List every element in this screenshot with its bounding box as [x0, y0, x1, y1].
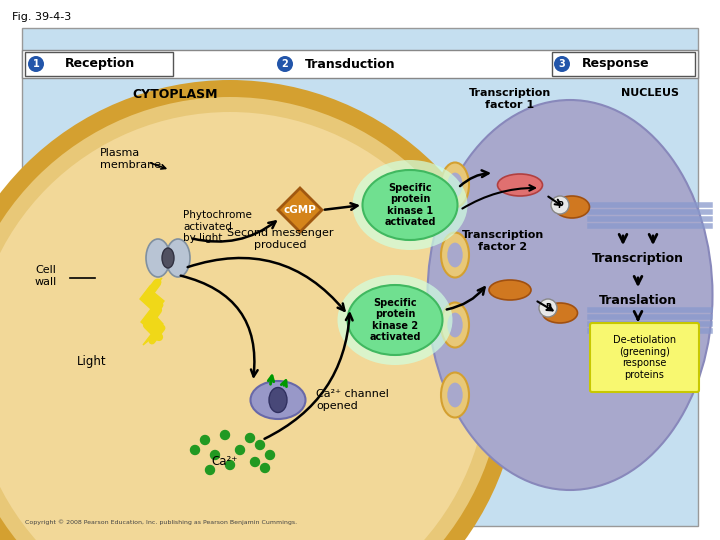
- Ellipse shape: [441, 233, 469, 278]
- Circle shape: [261, 463, 269, 472]
- Text: Transcription
factor 1: Transcription factor 1: [469, 88, 551, 110]
- Text: NUCLEUS: NUCLEUS: [621, 88, 679, 98]
- Ellipse shape: [348, 285, 443, 355]
- Ellipse shape: [166, 239, 190, 277]
- Circle shape: [554, 56, 570, 72]
- Ellipse shape: [447, 242, 463, 267]
- Text: Ca²⁺ channel
opened: Ca²⁺ channel opened: [316, 389, 389, 411]
- Circle shape: [266, 450, 274, 460]
- Circle shape: [0, 97, 503, 540]
- Circle shape: [235, 446, 245, 455]
- Ellipse shape: [489, 280, 531, 300]
- Text: De-etiolation
(greening)
response
proteins: De-etiolation (greening) response protei…: [613, 335, 676, 380]
- Ellipse shape: [441, 302, 469, 348]
- Text: Transduction: Transduction: [305, 57, 395, 71]
- Text: Phytochrome
activated
by light: Phytochrome activated by light: [183, 210, 252, 243]
- Ellipse shape: [498, 174, 542, 196]
- Circle shape: [191, 446, 199, 455]
- Text: Reception: Reception: [65, 57, 135, 71]
- Bar: [552, 52, 695, 76]
- Text: 3: 3: [559, 59, 565, 69]
- Text: P: P: [545, 303, 551, 313]
- Ellipse shape: [441, 163, 469, 207]
- Circle shape: [210, 450, 220, 460]
- Ellipse shape: [441, 373, 469, 417]
- Text: Plasma
membrane: Plasma membrane: [100, 148, 161, 170]
- Circle shape: [246, 434, 254, 442]
- Text: 1: 1: [32, 59, 40, 69]
- Text: Specific
protein
kinase 2
activated: Specific protein kinase 2 activated: [369, 298, 420, 342]
- Text: Fig. 39-4-3: Fig. 39-4-3: [12, 12, 71, 22]
- Ellipse shape: [542, 303, 577, 323]
- Ellipse shape: [338, 275, 452, 365]
- Text: Specific
protein
kinase 1
activated: Specific protein kinase 1 activated: [384, 183, 436, 227]
- Ellipse shape: [447, 173, 463, 198]
- Circle shape: [0, 80, 520, 540]
- Text: Ca²⁺: Ca²⁺: [212, 455, 238, 468]
- Circle shape: [220, 430, 230, 440]
- Text: Response: Response: [582, 57, 650, 71]
- Circle shape: [200, 435, 210, 444]
- Bar: [25, 52, 173, 76]
- Polygon shape: [140, 278, 164, 345]
- Ellipse shape: [251, 381, 305, 419]
- Ellipse shape: [362, 170, 457, 240]
- Circle shape: [277, 56, 293, 72]
- Ellipse shape: [447, 383, 463, 407]
- Ellipse shape: [554, 196, 590, 218]
- Ellipse shape: [353, 160, 467, 250]
- Circle shape: [28, 56, 44, 72]
- Text: Transcription: Transcription: [592, 252, 684, 265]
- Text: Translation: Translation: [599, 294, 677, 307]
- Circle shape: [551, 196, 569, 214]
- Circle shape: [225, 461, 235, 469]
- Text: CYTOPLASM: CYTOPLASM: [132, 88, 217, 101]
- Text: P: P: [557, 200, 563, 210]
- Polygon shape: [278, 188, 322, 232]
- Text: Cell
wall: Cell wall: [35, 265, 58, 287]
- Circle shape: [0, 112, 488, 540]
- Circle shape: [205, 465, 215, 475]
- Bar: [22, 50, 698, 78]
- Text: Copyright © 2008 Pearson Education, Inc. publishing as Pearson Benjamin Cummings: Copyright © 2008 Pearson Education, Inc.…: [25, 519, 297, 525]
- Circle shape: [251, 457, 259, 467]
- Circle shape: [256, 441, 264, 449]
- Ellipse shape: [428, 100, 713, 490]
- Text: Second messenger
produced: Second messenger produced: [227, 228, 333, 249]
- Text: Light: Light: [77, 355, 107, 368]
- Ellipse shape: [447, 313, 463, 338]
- Text: 2: 2: [282, 59, 289, 69]
- Ellipse shape: [162, 248, 174, 268]
- Circle shape: [539, 299, 557, 317]
- Text: Transcription
factor 2: Transcription factor 2: [462, 230, 544, 252]
- Text: cGMP: cGMP: [284, 205, 316, 215]
- Ellipse shape: [269, 388, 287, 413]
- Ellipse shape: [146, 239, 170, 277]
- FancyBboxPatch shape: [590, 323, 699, 392]
